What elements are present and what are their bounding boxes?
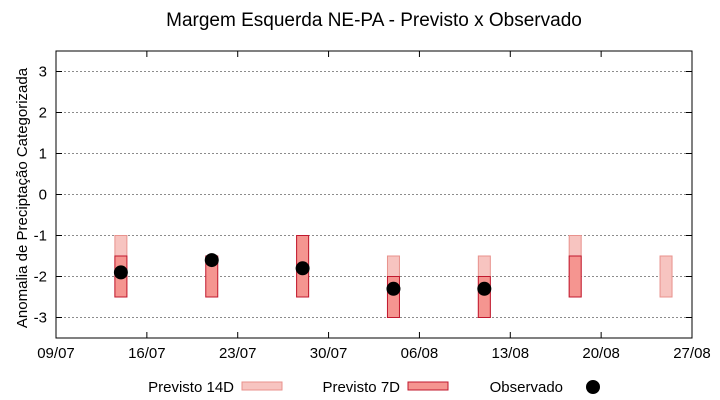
axis-ticks: 3 2 1 0 -1 -2 -3 09/07 16/07 23/07 30/07 06/08 13/08…	[34, 51, 711, 362]
observado-point	[113, 265, 128, 280]
legend-swatch-observado	[586, 380, 600, 394]
x-tick-label: 09/07	[37, 345, 75, 362]
x-tick-label: 30/07	[310, 345, 348, 362]
previsto-14d-bar	[659, 255, 673, 298]
x-tick-label: 13/08	[492, 345, 530, 362]
y-tick-label: 3	[39, 64, 47, 81]
y-tick-label: -3	[34, 310, 47, 327]
observado-series	[113, 253, 492, 296]
legend-label-observado: Observado	[490, 379, 563, 396]
x-tick-label: 27/08	[673, 345, 711, 362]
y-axis-label: Anomalia de Preciptação Categorizada	[14, 67, 31, 328]
chart-title: Margem Esquerda NE-PA - Previsto x Obser…	[166, 10, 582, 31]
y-tick-label: 1	[39, 146, 47, 163]
legend-swatch-previsto-7d	[407, 381, 449, 391]
x-tick-label: 23/07	[219, 345, 257, 362]
legend-label-previsto-14d: Previsto 14D	[148, 379, 234, 396]
legend: Previsto 14D Previsto 7D Observado	[148, 379, 600, 396]
observado-point	[295, 261, 310, 276]
x-tick-label: 06/08	[401, 345, 439, 362]
observado-point	[204, 253, 219, 268]
previsto-7d-bar	[568, 255, 582, 298]
x-tick-label: 16/07	[128, 345, 166, 362]
x-tick-label: 20/08	[582, 345, 620, 362]
y-tick-label: 2	[39, 105, 47, 122]
y-tick-label: -1	[34, 228, 47, 245]
y-tick-label: -2	[34, 269, 47, 286]
grid	[56, 71, 692, 318]
legend-swatch-previsto-14d	[241, 381, 283, 391]
observado-point	[477, 281, 492, 296]
observado-point	[386, 281, 401, 296]
legend-label-previsto-7d: Previsto 7D	[322, 379, 400, 396]
y-tick-label: 0	[39, 187, 47, 204]
